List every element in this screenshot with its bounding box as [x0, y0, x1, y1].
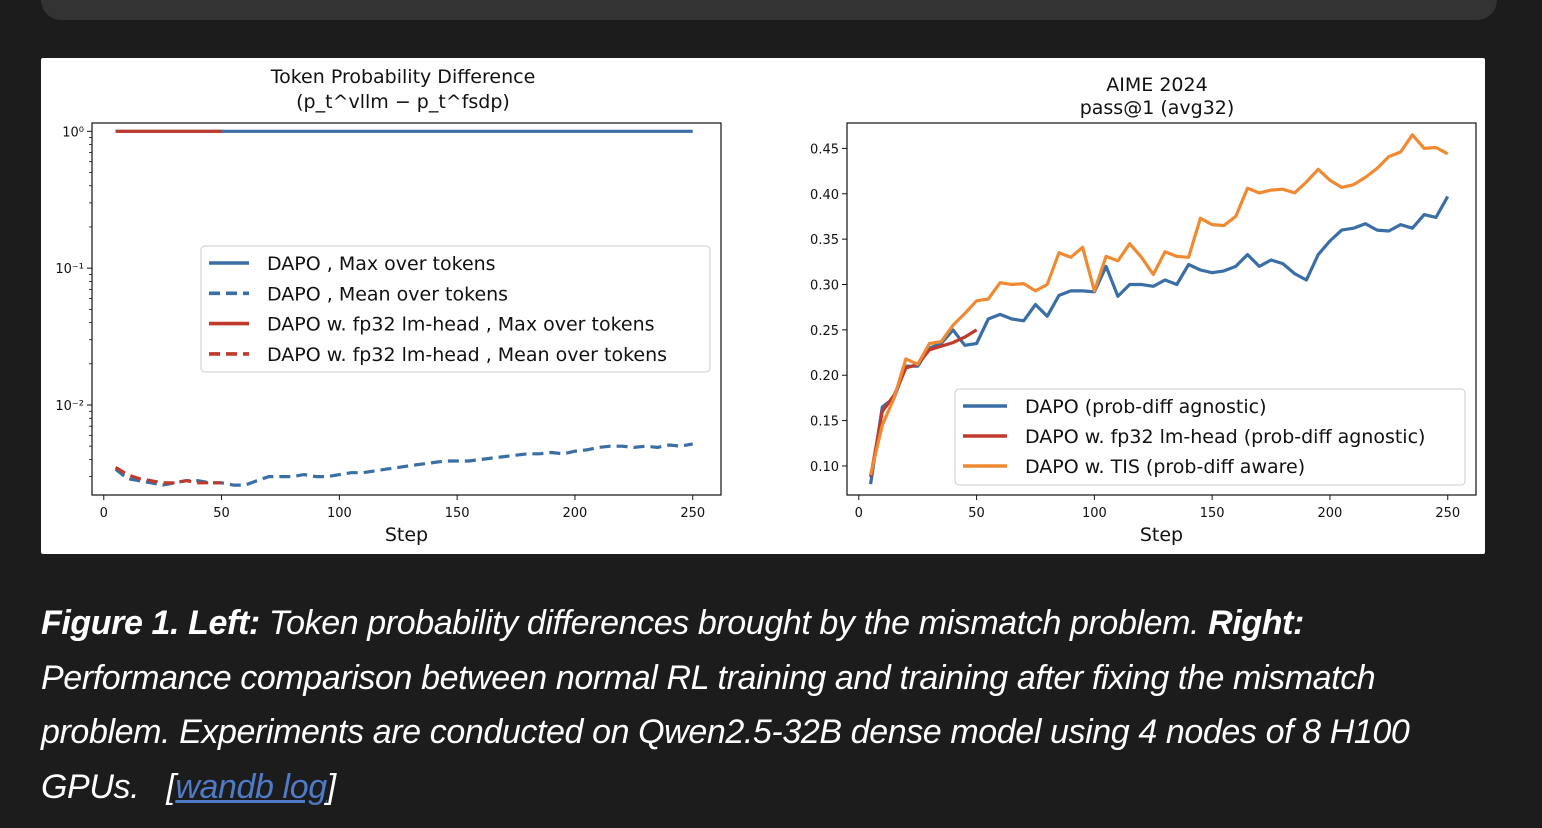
legend-label: DAPO w. fp32 lm-head , Max over tokens	[267, 314, 655, 336]
x-tick-label: 0	[855, 506, 863, 521]
top-code-block	[41, 0, 1497, 20]
chart-subtitle: pass@1 (avg32)	[1080, 97, 1235, 119]
series-line	[114, 466, 222, 485]
x-tick-label: 150	[445, 506, 470, 521]
legend-box	[954, 388, 1466, 486]
legend-box	[200, 245, 711, 373]
series-line	[869, 133, 1449, 476]
chart-title: Token Probability Difference	[270, 66, 536, 88]
chart-token-prob-diff: Token Probability Difference (p_t^vllm − …	[55, 66, 722, 546]
y-tick-label: 10⁻¹	[55, 262, 84, 277]
legend-label: DAPO , Max over tokens	[267, 253, 496, 275]
caption-left-label: Left:	[188, 604, 260, 642]
y-tick-label: 0.25	[810, 324, 839, 339]
wandb-log-link[interactable]: wandb log	[175, 767, 327, 806]
x-tick-label: 150	[1200, 506, 1225, 521]
legend-label: DAPO (prob-diff agnostic)	[1025, 396, 1266, 418]
chart-subtitle: (p_t^vllm − p_t^fsdp)	[296, 91, 510, 113]
x-tick-label: 250	[680, 506, 705, 521]
chart-title: AIME 2024	[1106, 74, 1207, 96]
series-line	[869, 195, 1450, 485]
y-tick-label: 0.10	[810, 460, 839, 475]
x-tick-label: 200	[1318, 506, 1343, 521]
y-tick-label: 10⁰	[62, 125, 84, 140]
caption-link-close: ]	[326, 767, 336, 806]
y-tick-label: 10⁻²	[55, 399, 84, 414]
figure-caption: Figure 1. Left: Token probability differ…	[41, 596, 1501, 814]
legend-label: DAPO , Mean over tokens	[267, 283, 508, 305]
x-tick-label: 0	[100, 506, 108, 521]
legend-label: DAPO w. TIS (prob-diff aware)	[1025, 456, 1305, 478]
y-tick-label: 0.20	[810, 369, 839, 384]
y-tick-label: 0.30	[810, 279, 839, 294]
y-tick-label: 0.35	[810, 233, 839, 248]
caption-right-text: Performance comparison between normal RL…	[41, 658, 1410, 806]
x-tick-label: 100	[1082, 506, 1107, 521]
x-tick-label: 50	[968, 506, 985, 521]
y-tick-label: 0.15	[810, 415, 839, 430]
plot-frame	[846, 122, 1477, 496]
caption-link-open: [	[166, 767, 176, 806]
x-tick-label: 250	[1435, 506, 1460, 521]
legend-label: DAPO w. fp32 lm-head (prob-diff agnostic…	[1025, 426, 1425, 448]
figure-panel: Token Probability Difference (p_t^vllm − …	[41, 58, 1485, 554]
x-axis-label: Step	[385, 524, 428, 546]
figure-svg: Token Probability Difference (p_t^vllm − …	[55, 66, 1477, 546]
x-tick-label: 100	[327, 506, 352, 521]
x-tick-label: 200	[563, 506, 588, 521]
caption-figure-label: Figure 1.	[41, 604, 180, 642]
x-tick-label: 50	[213, 506, 230, 521]
series-line	[114, 442, 694, 487]
caption-right-label: Right:	[1208, 604, 1304, 642]
legend-label: DAPO w. fp32 lm-head , Mean over tokens	[267, 344, 667, 366]
caption-left-text: Token probability differences brought by…	[268, 604, 1200, 642]
x-axis-label: Step	[1140, 524, 1183, 546]
y-tick-label: 0.45	[810, 142, 839, 157]
y-tick-label: 0.40	[810, 188, 839, 203]
